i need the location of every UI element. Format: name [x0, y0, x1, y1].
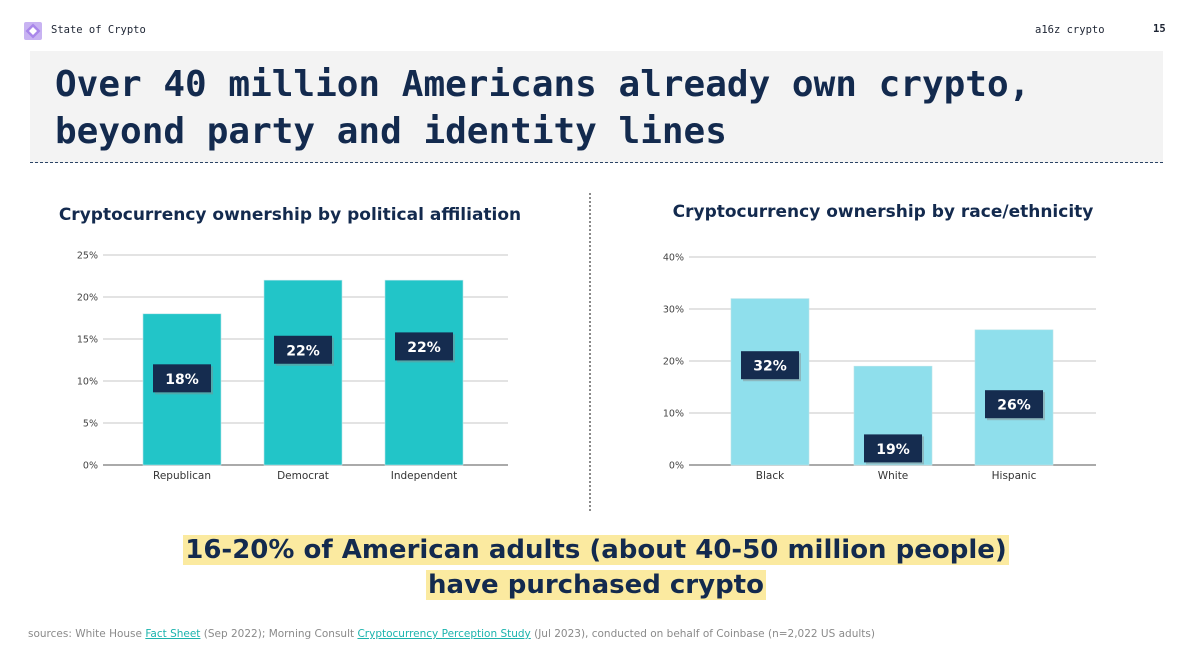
headline-line-2: have purchased crypto [426, 570, 766, 600]
bar-independent [384, 279, 464, 466]
title-banner: Over 40 million Americans already own cr… [30, 51, 1163, 163]
sources-mid: (Sep 2022); Morning Consult [200, 628, 358, 640]
data-label-box [864, 434, 922, 463]
data-label-box [274, 335, 332, 364]
sources-suffix: (Jul 2023), conducted on behalf of Coinb… [530, 628, 875, 640]
x-tick-label: Black [756, 470, 785, 482]
y-tick-label: 0% [83, 461, 98, 472]
x-tick-label: Democrat [277, 470, 329, 482]
race-ethnicity-chart: Cryptocurrency ownership by race/ethnici… [623, 195, 1143, 495]
y-tick-label: 30% [663, 305, 684, 316]
chart-divider [589, 193, 591, 511]
y-tick-label: 15% [77, 335, 98, 346]
data-label: 26% [997, 398, 1031, 414]
data-label: 18% [165, 372, 199, 388]
y-tick-label: 10% [77, 377, 98, 388]
diamond-logo-icon [24, 22, 42, 40]
sources-prefix: sources: White House [28, 628, 146, 640]
x-tick-label: Independent [391, 470, 458, 482]
page-number: 15 [1153, 23, 1166, 35]
y-tick-label: 5% [83, 419, 98, 430]
y-tick-label: 40% [663, 253, 684, 264]
data-label-box [741, 351, 799, 380]
x-tick-label: Republican [153, 470, 211, 482]
data-label-box [985, 390, 1043, 419]
y-tick-label: 20% [663, 357, 684, 368]
y-tick-label: 10% [663, 409, 684, 420]
x-tick-label: Hispanic [992, 470, 1037, 482]
bar-democrat [263, 279, 343, 466]
political-affiliation-chart: Cryptocurrency ownership by political af… [30, 195, 550, 495]
sources-footnote: sources: White House Fact Sheet (Sep 202… [28, 628, 875, 640]
data-label-box [153, 364, 211, 393]
data-label-box [395, 332, 453, 361]
headline: 16-20% of American adults (about 40-50 m… [0, 533, 1192, 603]
data-label: 22% [407, 340, 441, 356]
bar-black [730, 298, 810, 466]
brand-name: State of Crypto [51, 24, 146, 36]
org-name: a16z crypto [1035, 24, 1105, 36]
headline-line-1: 16-20% of American adults (about 40-50 m… [183, 535, 1009, 565]
data-label: 22% [286, 343, 320, 359]
chart-title: Cryptocurrency ownership by political af… [58, 205, 522, 225]
data-label: 19% [876, 442, 910, 458]
race-ethnicity-plot: 0% 10% 20% 30% 40% 32% Black 19% White 26% Hispani… [663, 253, 1096, 482]
political-affiliation-plot: 0% 5% 10% 15% 20% 25% 18% Republican 22% Democrat… [77, 251, 508, 482]
top-bar: State of Crypto a16z crypto 15 [0, 0, 1192, 50]
perception-study-link[interactable]: Cryptocurrency Perception Study [357, 628, 531, 640]
chart-title: Cryptocurrency ownership by race/ethnici… [672, 202, 1094, 222]
x-tick-label: White [878, 470, 909, 482]
y-tick-label: 25% [77, 251, 98, 262]
fact-sheet-link[interactable]: Fact Sheet [145, 628, 201, 640]
y-tick-label: 20% [77, 293, 98, 304]
page-title: Over 40 million Americans already own cr… [55, 64, 1031, 152]
data-label: 32% [753, 359, 787, 375]
y-tick-label: 0% [669, 461, 684, 472]
